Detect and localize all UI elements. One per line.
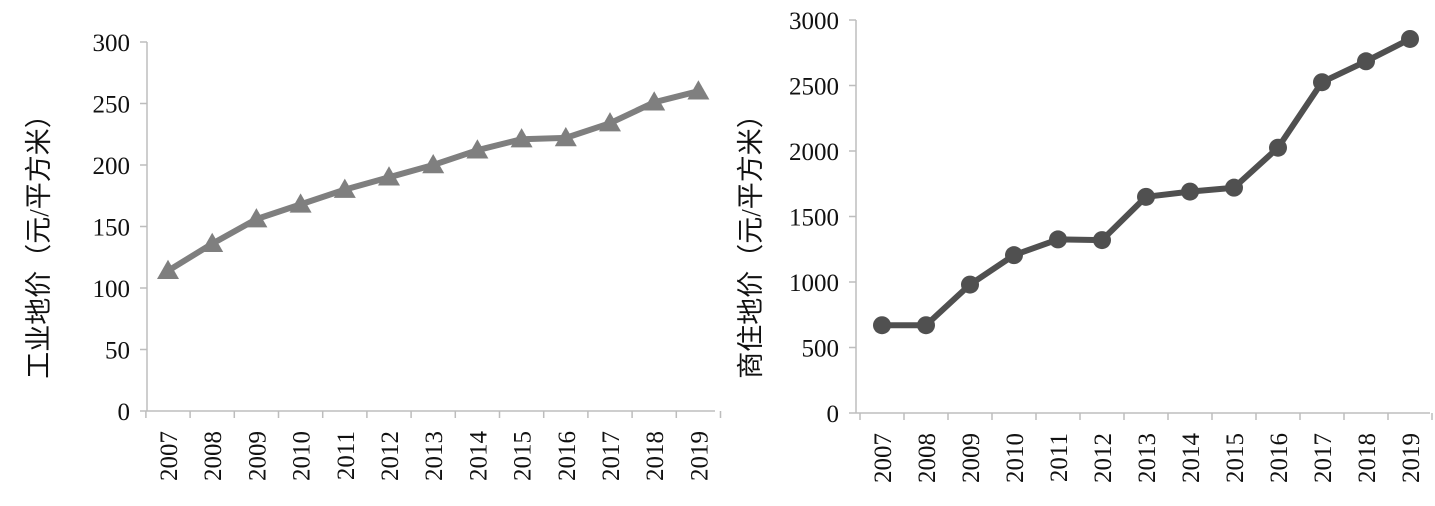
x-tick-label: 2008: [914, 433, 941, 483]
data-point-marker: [510, 128, 533, 148]
x-tick-label: 2011: [1046, 433, 1073, 482]
x-tick-label: 2016: [554, 431, 581, 481]
data-point-marker: [1401, 29, 1419, 48]
industrial-land-price-chart: 0 50 100 150 200 250 300 2007 2008 2009 2010 2011 20…: [24, 30, 722, 482]
y-tick-label: 2500: [789, 74, 839, 101]
data-point-marker: [1269, 138, 1287, 157]
data-point-marker: [643, 91, 666, 111]
data-point-marker: [245, 208, 268, 228]
data-point-marker: [873, 316, 891, 335]
x-tick-label: 2014: [1178, 433, 1205, 484]
x-tick-label: 2012: [377, 431, 404, 481]
x-tick-label: 2007: [156, 431, 183, 481]
x-tick-label: 2015: [510, 431, 537, 481]
y-tick-label: 500: [802, 336, 840, 363]
x-tick-label: 2017: [1310, 433, 1337, 483]
x-tick-label: 2013: [421, 431, 448, 481]
data-point-marker: [1049, 230, 1067, 249]
y-tick-label: 150: [93, 215, 131, 242]
data-point-marker: [599, 112, 621, 132]
data-point-marker: [917, 316, 935, 335]
data-point-marker: [1093, 231, 1111, 250]
data-point-marker: [1181, 182, 1199, 201]
series-line: [166, 88, 700, 274]
x-tick-label: 2019: [1398, 433, 1425, 483]
x-tick-label: 2009: [244, 431, 271, 481]
data-point-marker: [157, 259, 179, 280]
x-tick-label: 2008: [200, 431, 227, 481]
y-tick-label: 250: [93, 92, 131, 119]
y-tick-label: 300: [93, 30, 131, 57]
data-point-marker: [1313, 73, 1331, 92]
y-tick-label: 100: [93, 276, 131, 303]
y-tick-label: 2000: [789, 139, 839, 166]
commercial-residential-land-price-chart: 0 500 1000 1500 2000 2500 3000 2007 2008 2009 2010…: [736, 8, 1433, 484]
x-tick-label: 2009: [958, 433, 985, 483]
x-tick-label: 2010: [289, 431, 316, 481]
x-tick-label: 2016: [1266, 433, 1293, 483]
data-point-marker: [1357, 52, 1375, 71]
data-point-marker: [961, 275, 979, 294]
x-tick-label: 2007: [870, 433, 897, 483]
y-tick-label: 1500: [789, 205, 839, 232]
x-tick-label: 2019: [686, 431, 713, 481]
y-tick-label: 3000: [789, 8, 839, 35]
y-tick-label: 0: [827, 401, 840, 428]
y-axis-label: 商住地价（元/平方米）: [736, 101, 766, 379]
x-tick-label: 2011: [333, 431, 360, 480]
y-tick-label: 1000: [789, 270, 839, 297]
x-tick-label: 2010: [1002, 433, 1029, 483]
x-tick-label: 2014: [465, 431, 492, 482]
data-point-marker: [1005, 246, 1023, 265]
y-axis-label: 工业地价（元/平方米）: [24, 101, 54, 379]
data-point-marker: [422, 154, 445, 174]
x-tick-label: 2013: [1134, 433, 1161, 483]
data-point-marker: [1225, 178, 1243, 197]
data-point-marker: [687, 80, 710, 100]
data-point-marker: [289, 193, 312, 213]
x-tick-label: 2015: [1222, 433, 1249, 483]
data-point-marker: [466, 139, 489, 159]
data-point-marker: [333, 178, 356, 198]
y-tick-label: 50: [105, 338, 130, 365]
data-point-marker: [201, 232, 224, 252]
y-tick-label: 0: [118, 399, 131, 426]
x-tick-label: 2012: [1090, 433, 1117, 483]
data-point-marker: [378, 166, 400, 186]
x-tick-label: 2017: [598, 431, 625, 481]
x-tick-label: 2018: [1354, 433, 1381, 483]
data-point-marker: [1137, 187, 1155, 206]
data-point-marker: [554, 126, 577, 147]
y-tick-label: 200: [93, 153, 131, 180]
x-tick-label: 2018: [642, 431, 669, 481]
